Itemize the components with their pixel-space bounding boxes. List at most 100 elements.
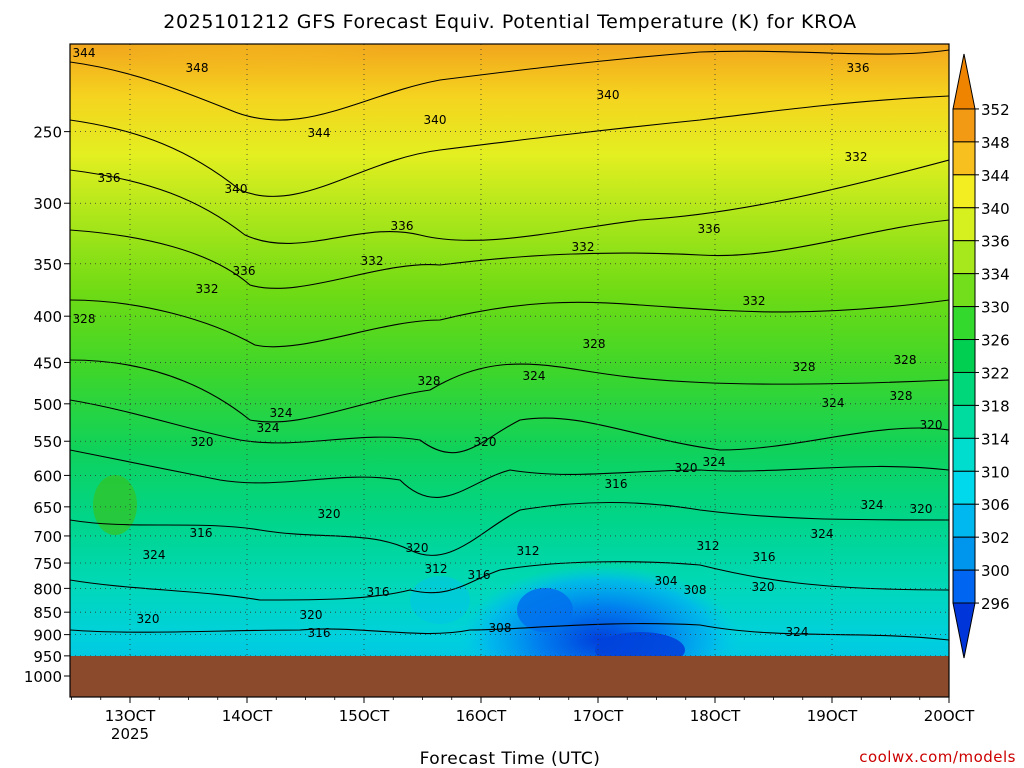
colorbar-label: 348: [981, 134, 1010, 152]
colorbar-label: 326: [981, 332, 1010, 350]
colorbar-cell: [952, 306, 976, 341]
contour-label: 320: [191, 435, 214, 449]
y-tick-label: 300: [33, 195, 62, 213]
x-tick-label: 13OCT: [105, 707, 156, 725]
y-tick-label: 800: [33, 580, 62, 598]
contour-label: 348: [186, 61, 209, 75]
contour-label: 320: [406, 541, 429, 555]
contour-label: 344: [308, 126, 331, 140]
contour-label: 328: [418, 374, 441, 388]
contour-labels: 344 348 340 344 340 336 340 336 336 336 332 332 336 3…: [73, 46, 943, 640]
contour-label: 324: [786, 625, 809, 639]
contour-label: 328: [890, 389, 913, 403]
colorbar-cell: [952, 339, 976, 373]
contour-label: 320: [910, 502, 933, 516]
y-tick-label: 400: [33, 308, 62, 326]
colorbar-label: 336: [981, 233, 1010, 251]
colorbar-cell: [952, 141, 976, 176]
contour-label: 324: [822, 396, 845, 410]
x-tick-label: 19OCT: [807, 707, 858, 725]
contour-label: 304: [655, 574, 678, 588]
x-axis: 13OCT 14OCT 15OCT 16OCT 17OCT 18OCT 19OCT 20OCT…: [71, 697, 975, 743]
contour-label: 312: [425, 562, 448, 576]
chart-title: 2025101212 GFS Forecast Equiv. Potential…: [163, 11, 856, 33]
contour-label: 320: [318, 507, 341, 521]
colorbar-cell: [952, 174, 976, 209]
colorbar: 352 348 344 340 336 334 330 326 322 318 314 310 306 3…: [952, 53, 1010, 659]
x-tick-label: 14OCT: [222, 707, 273, 725]
contour-label: 332: [196, 282, 219, 296]
y-tick-label: 500: [33, 396, 62, 414]
contour-label: 340: [424, 113, 447, 127]
contour-label: 316: [308, 626, 331, 640]
contour-label: 320: [752, 580, 775, 594]
y-tick-label: 900: [33, 627, 62, 645]
contour-label: 324: [523, 369, 546, 383]
colorbar-cell: [952, 53, 976, 110]
x-tick-label: 15OCT: [339, 707, 390, 725]
contour-label: 308: [684, 583, 707, 597]
x-year-label: 2025: [111, 725, 149, 743]
contour-label: 324: [811, 527, 834, 541]
colorbar-label: 322: [981, 364, 1010, 382]
colorbar-label: 330: [981, 299, 1010, 317]
contour-label: 312: [517, 544, 540, 558]
contour-label: 332: [361, 254, 384, 268]
contour-label: 320: [137, 612, 160, 626]
colorbar-label: 318: [981, 397, 1010, 415]
y-tick-label: 700: [33, 528, 62, 546]
colorbar-cell: [952, 569, 976, 604]
contour-label: 328: [73, 312, 96, 326]
y-axis: 250 300 350 400 450 500 550 600 650 700 750 800 850 9…: [24, 124, 70, 686]
colorbar-label: 296: [981, 595, 1010, 613]
contour-label: 308: [489, 621, 512, 635]
y-tick-label: 950: [33, 648, 62, 666]
colorbar-label: 334: [981, 266, 1010, 284]
contour-label: 324: [143, 548, 166, 562]
contour-label: 316: [753, 550, 776, 564]
contour-label: 316: [605, 477, 628, 491]
colorbar-cell: [952, 207, 976, 242]
y-tick-label: 350: [33, 256, 62, 274]
colorbar-cell: [952, 240, 976, 275]
y-tick-label: 750: [33, 555, 62, 573]
contour-label: 320: [920, 418, 943, 432]
contour-label: 316: [367, 585, 390, 599]
colorbar-cell: [952, 470, 976, 505]
y-tick-label: 600: [33, 467, 62, 485]
contour-label: 316: [468, 568, 491, 582]
contour-label: 324: [270, 406, 293, 420]
contour-label: 324: [257, 421, 280, 435]
colorbar-label: 306: [981, 496, 1010, 514]
contour-label: 320: [675, 461, 698, 475]
colorbar-cell: [952, 602, 976, 659]
plot-frame: [69, 43, 950, 698]
colorbar-cell: [952, 404, 976, 439]
x-axis-title: Forecast Time (UTC): [420, 749, 601, 768]
colorbar-cell: [952, 536, 976, 571]
colorbar-cell: [952, 273, 976, 308]
colorbar-cell: [952, 108, 976, 143]
y-tick-label: 850: [33, 604, 62, 622]
contour-label: 316: [190, 526, 213, 540]
contour-label: 340: [225, 182, 248, 196]
colorbar-cell: [952, 503, 976, 538]
contour-label: 328: [894, 353, 917, 367]
contour-label: 332: [572, 240, 595, 254]
ground-surface: [70, 656, 949, 697]
x-tick-label: 18OCT: [690, 707, 741, 725]
contour-label: 332: [743, 294, 766, 308]
contour-label: 328: [583, 337, 606, 351]
contour-label: 320: [474, 435, 497, 449]
source-credit: coolwx.com/models: [859, 748, 1016, 766]
y-tick-label: 550: [33, 433, 62, 451]
contour-field: [70, 44, 949, 697]
contour-label: 312: [697, 539, 720, 553]
colorbar-cell: [952, 437, 976, 472]
colorbar-cell: [952, 371, 976, 406]
contour-label: 320: [300, 608, 323, 622]
colorbar-label: 314: [981, 430, 1010, 448]
y-tick-label: 250: [33, 124, 62, 142]
x-tick-label: 17OCT: [573, 707, 624, 725]
